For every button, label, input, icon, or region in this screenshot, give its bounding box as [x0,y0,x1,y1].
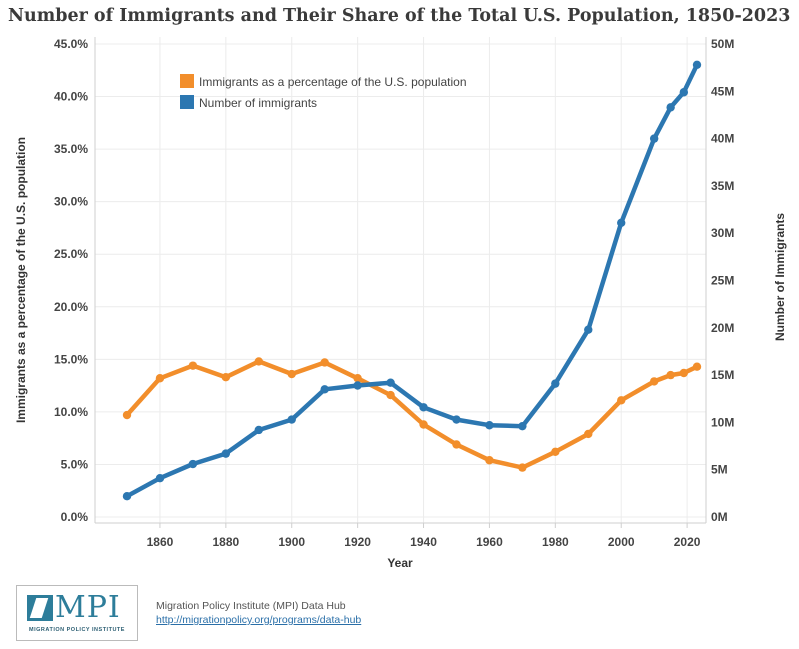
chart: 0.0% 5.0% 10.0% 15.0% 20.0% 25.0% 30.0% 35.0% 40… [14,37,787,570]
x-tick-label: 1980 [542,535,569,549]
y-left-tick-label: 10.0% [54,405,88,419]
data-point-number [617,218,626,227]
series-layer [122,60,702,501]
y-left-tick-label: 25.0% [54,247,88,261]
data-point-number [518,421,527,431]
y-right-tick-label: 40M [711,132,734,146]
data-point-number [320,385,329,394]
data-point-percentage [155,374,165,383]
data-point-number [452,415,461,424]
y-left-tick-label: 20.0% [54,300,88,314]
x-tick-label: 2000 [608,535,635,549]
legend: Immigrants as a percentage of the U.S. p… [180,74,467,110]
y-right-tick-label: 10M [711,415,734,429]
footer: MPI MIGRATION POLICY INSTITUTE Migration… [16,585,436,641]
y-left-tick-labels: 0.0% 5.0% 10.0% 15.0% 20.0% 25.0% 30.0% 35.0% 40… [54,37,88,524]
axes [94,37,707,524]
data-point-percentage [617,396,626,405]
y-right-axis-title: Number of Immigrants [773,213,787,341]
data-point-number [649,134,659,143]
data-point-percentage [320,358,329,367]
x-tick-label: 1940 [410,535,437,549]
y-right-tick-label: 5M [711,463,728,477]
source-name: Migration Policy Institute (MPI) Data Hu… [156,600,346,612]
data-point-percentage [692,362,702,371]
x-tick-label: 1900 [278,535,305,549]
mpi-logo-subtext: MIGRATION POLICY INSTITUTE [29,627,125,633]
chart-title: Number of Immigrants and Their Share of … [8,6,791,26]
data-point-percentage [551,447,560,457]
data-point-number [122,491,132,501]
data-point-percentage [518,463,527,472]
data-point-number [679,88,689,97]
data-point-percentage [287,369,296,379]
x-tick-label: 1960 [476,535,503,549]
data-point-number [254,425,263,435]
y-right-tick-labels: 0M 5M 10M 15M 20M 25M 30M 35M 40M 45M 50M [711,37,734,524]
data-point-number [287,415,296,424]
data-point-number [419,403,428,412]
data-point-number [386,378,395,387]
legend-label-number: Number of immigrants [199,96,317,110]
data-point-number [666,103,675,112]
y-right-tick-label: 25M [711,274,734,288]
data-point-number [485,421,494,430]
data-point-number [221,449,231,458]
data-point-percentage [679,368,689,378]
legend-swatch-number [180,95,194,109]
data-point-number [155,474,165,483]
data-point-number [353,381,362,390]
mpi-logo-text: MPI [55,590,121,625]
y-left-tick-label: 45.0% [54,37,88,51]
data-point-percentage [221,373,231,382]
data-point-percentage [122,410,132,420]
x-tick-label: 1880 [212,535,239,549]
y-right-tick-label: 15M [711,368,734,382]
series-line-percentage [124,359,700,470]
data-point-percentage [254,357,263,366]
data-point-number [551,379,560,388]
mpi-logo: MPI MIGRATION POLICY INSTITUTE [16,585,138,641]
y-right-tick-label: 30M [711,226,734,240]
y-left-tick-label: 0.0% [61,510,89,524]
gridlines [95,37,706,523]
source-link[interactable]: http://migrationpolicy.org/programs/data… [156,614,362,626]
y-left-tick-label: 40.0% [54,90,88,104]
data-point-percentage [386,390,395,400]
x-tick-label: 2020 [674,535,701,549]
data-point-percentage [649,377,659,386]
y-right-tick-label: 0M [711,510,728,524]
x-tick-label: 1860 [147,535,174,549]
y-left-tick-label: 15.0% [54,352,88,366]
y-left-tick-label: 35.0% [54,142,88,156]
data-point-percentage [419,420,428,429]
y-right-tick-label: 50M [711,37,734,51]
mpi-logo-mark-icon [27,595,53,621]
y-right-tick-label: 35M [711,179,734,193]
legend-label-percentage: Immigrants as a percentage of the U.S. p… [199,75,467,89]
data-point-percentage [485,456,494,465]
data-point-number [584,325,593,334]
y-right-tick-label: 45M [711,84,734,98]
y-left-tick-label: 5.0% [61,457,89,471]
data-point-percentage [666,370,675,380]
data-point-number [188,459,198,469]
y-left-axis-title: Immigrants as a percentage of the U.S. p… [14,137,28,423]
data-point-percentage [452,440,461,449]
legend-swatch-percentage [180,74,194,88]
x-tick-label: 1920 [344,535,371,549]
x-tick-labels: 1860 1880 1900 1920 1940 1960 1980 2000 2020 [147,523,701,549]
x-axis-title: Year [387,556,413,570]
data-point-percentage [584,429,593,439]
series-line-number [124,62,700,499]
y-right-tick-label: 20M [711,321,734,335]
data-point-number [692,60,702,70]
y-left-tick-label: 30.0% [54,195,88,209]
data-point-percentage [188,361,198,370]
data-point-percentage [353,374,362,383]
